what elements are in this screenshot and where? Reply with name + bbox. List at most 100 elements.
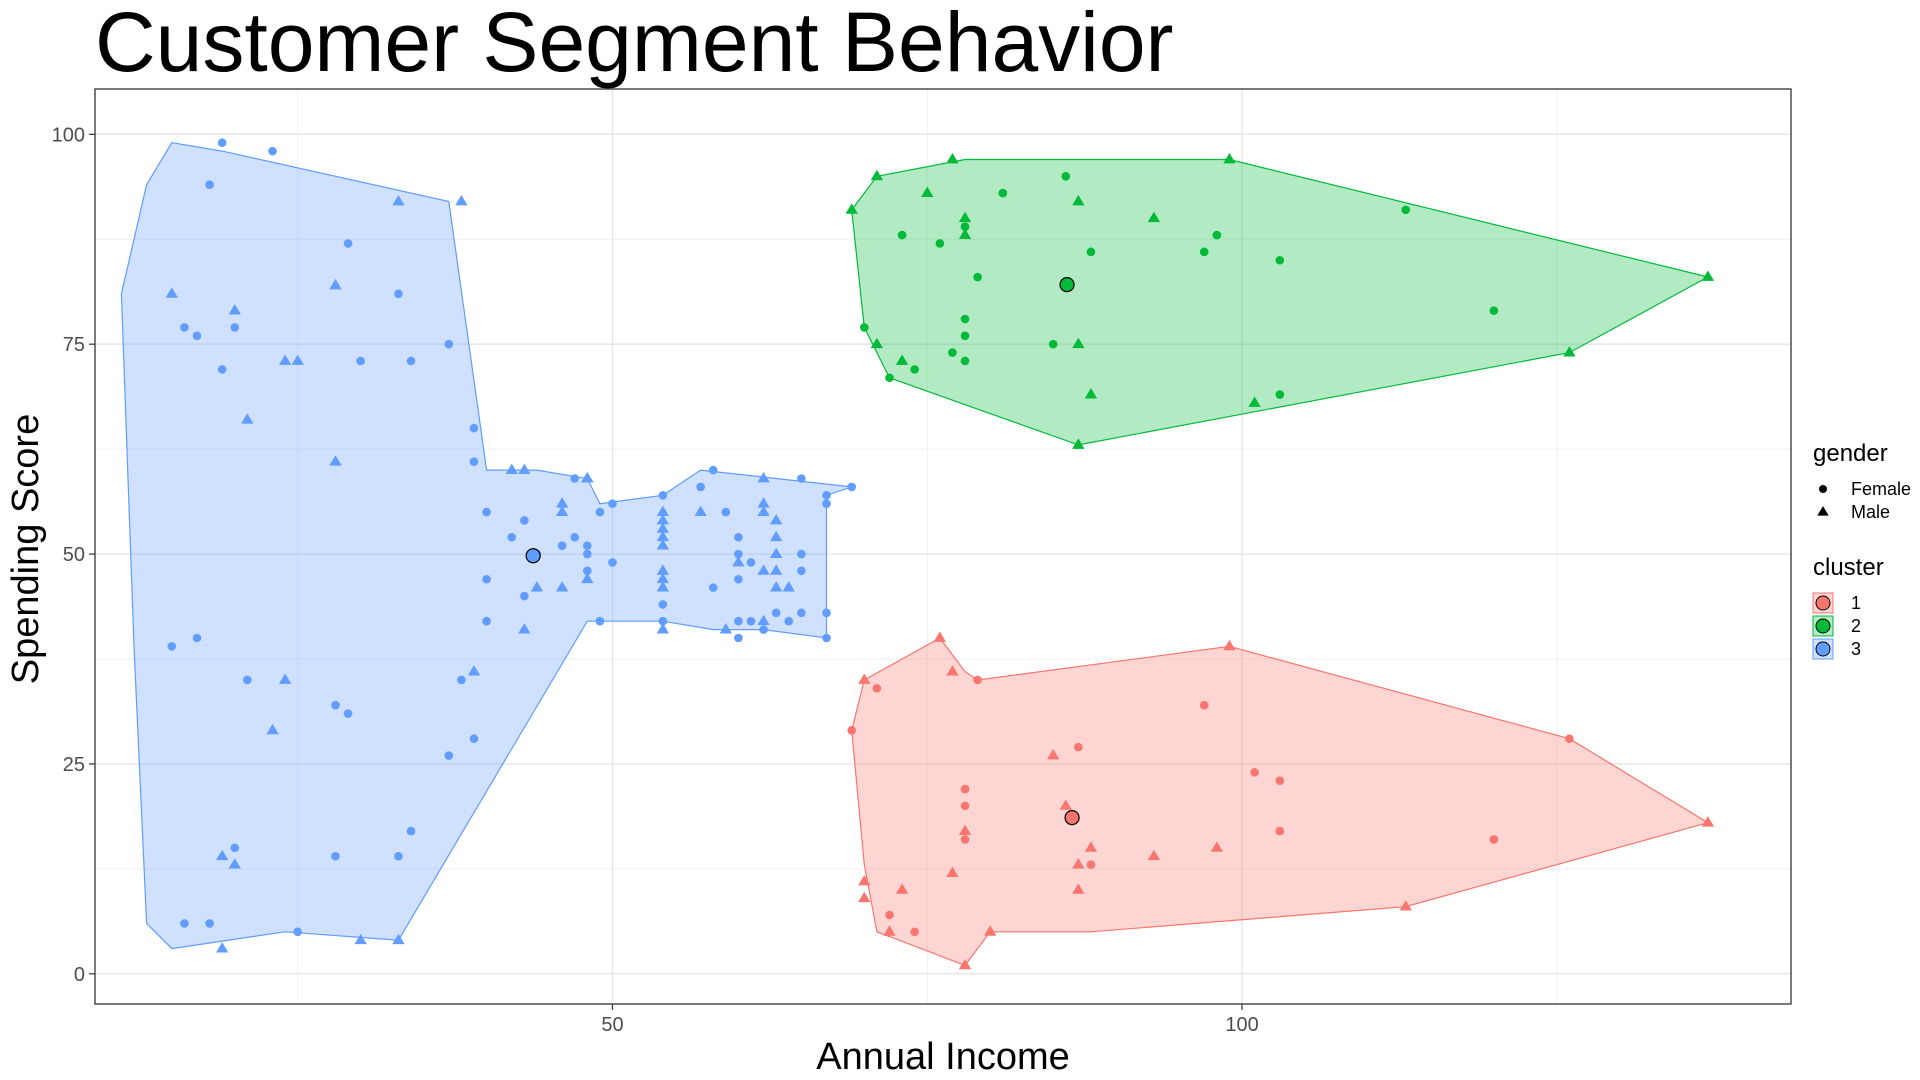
point-male-cluster-3 — [266, 723, 279, 735]
point-male-cluster-3 — [719, 623, 732, 634]
point-male-cluster-3 — [769, 547, 783, 558]
point-female-cluster-3 — [771, 608, 781, 618]
point-female-cluster-3 — [734, 532, 743, 542]
point-male-cluster-2 — [921, 186, 934, 197]
point-female-cluster-3 — [520, 516, 529, 525]
point-male-cluster-3 — [782, 581, 795, 592]
point-female-cluster-3 — [658, 600, 668, 609]
point-female-cluster-3 — [343, 709, 353, 718]
point-male-cluster-3 — [215, 849, 229, 861]
point-female-cluster-3 — [759, 625, 768, 634]
point-female-cluster-3 — [583, 566, 592, 576]
point-female-cluster-3 — [708, 465, 718, 475]
legend-key-female — [1819, 485, 1827, 493]
point-female-cluster-1 — [1565, 734, 1574, 744]
point-male-cluster-3 — [555, 581, 569, 592]
point-female-cluster-2 — [1212, 230, 1222, 240]
point-female-cluster-1 — [885, 910, 894, 920]
grid-lines — [95, 89, 1791, 1004]
point-female-cluster-2 — [973, 272, 982, 282]
point-female-cluster-1 — [960, 835, 970, 844]
legend-title-gender: gender — [1813, 440, 1888, 467]
point-male-cluster-1 — [946, 665, 959, 676]
point-female-cluster-2 — [1275, 255, 1285, 265]
point-female-cluster-3 — [268, 146, 277, 156]
legend-key-cluster-2 — [1815, 618, 1831, 634]
point-male-cluster-1 — [858, 673, 871, 684]
point-male-cluster-1 — [1147, 849, 1161, 861]
point-male-cluster-3 — [165, 287, 178, 298]
point-female-cluster-3 — [469, 457, 479, 467]
point-female-cluster-3 — [734, 633, 743, 643]
point-male-cluster-1 — [946, 866, 959, 877]
point-male-cluster-3 — [505, 463, 518, 475]
point-female-cluster-3 — [822, 608, 831, 618]
point-male-cluster-3 — [278, 673, 292, 684]
point-female-cluster-3 — [331, 851, 340, 861]
legend-key-cluster-1 — [1815, 595, 1831, 611]
point-female-cluster-3 — [469, 423, 479, 433]
point-female-cluster-3 — [595, 616, 605, 626]
point-female-cluster-2 — [960, 222, 970, 231]
point-female-cluster-3 — [469, 734, 479, 744]
point-male-cluster-3 — [278, 354, 292, 365]
point-male-cluster-3 — [656, 513, 670, 525]
point-male-cluster-3 — [392, 933, 405, 945]
point-female-cluster-3 — [520, 591, 529, 601]
centroid-cluster-3 — [525, 548, 541, 564]
point-male-cluster-3 — [354, 933, 367, 945]
point-female-cluster-3 — [595, 507, 605, 517]
point-female-cluster-3 — [734, 574, 743, 584]
point-female-cluster-3 — [557, 541, 567, 550]
point-female-cluster-3 — [746, 558, 756, 567]
legend-label-cluster-3: 3 — [1851, 639, 1861, 659]
centroid-cluster-1 — [1064, 810, 1080, 826]
legend-label-female: Female — [1851, 479, 1911, 499]
point-male-cluster-3 — [241, 413, 254, 424]
point-male-cluster-3 — [329, 278, 342, 290]
point-male-cluster-3 — [581, 572, 594, 584]
point-male-cluster-1 — [933, 631, 947, 642]
point-female-cluster-2 — [1048, 339, 1058, 349]
point-male-cluster-3 — [656, 505, 670, 516]
point-female-cluster-2 — [1061, 172, 1071, 181]
point-female-cluster-3 — [822, 490, 831, 500]
point-female-cluster-3 — [356, 356, 365, 366]
point-male-cluster-2 — [1223, 153, 1236, 164]
point-female-cluster-3 — [230, 843, 240, 853]
point-female-cluster-3 — [822, 633, 831, 643]
point-male-cluster-3 — [467, 665, 481, 676]
point-male-cluster-3 — [291, 354, 304, 365]
point-female-cluster-2 — [960, 331, 970, 341]
point-female-cluster-1 — [973, 675, 982, 685]
point-female-cluster-2 — [1199, 247, 1209, 257]
point-female-cluster-3 — [784, 616, 794, 626]
point-male-cluster-1 — [1072, 858, 1085, 869]
point-female-cluster-3 — [394, 289, 403, 299]
point-female-cluster-2 — [960, 314, 970, 324]
point-female-cluster-3 — [293, 927, 303, 937]
point-female-cluster-3 — [658, 616, 668, 626]
point-male-cluster-1 — [984, 925, 997, 936]
point-male-cluster-1 — [1072, 883, 1085, 894]
chart-title: Customer Segment Behavior — [95, 0, 1174, 89]
point-male-cluster-3 — [656, 623, 670, 634]
point-female-cluster-2 — [948, 348, 957, 357]
point-male-cluster-2 — [845, 203, 858, 214]
legend-label-cluster-1: 1 — [1851, 593, 1861, 613]
point-female-cluster-3 — [457, 675, 466, 685]
centroid-cluster-2 — [1059, 276, 1075, 293]
legend-key-cluster-3 — [1815, 641, 1831, 657]
point-female-cluster-3 — [797, 566, 806, 576]
point-female-cluster-3 — [507, 532, 517, 542]
point-female-cluster-3 — [167, 642, 177, 651]
point-male-cluster-2 — [895, 354, 909, 365]
hull-cluster-2 — [851, 158, 1710, 446]
data-points — [165, 138, 1715, 970]
point-female-cluster-3 — [406, 356, 416, 366]
legend-label-cluster-2: 2 — [1851, 616, 1861, 636]
legend-label-male: Male — [1851, 502, 1890, 522]
point-male-cluster-3 — [581, 472, 594, 483]
point-female-cluster-3 — [406, 826, 416, 836]
point-female-cluster-3 — [797, 549, 806, 559]
